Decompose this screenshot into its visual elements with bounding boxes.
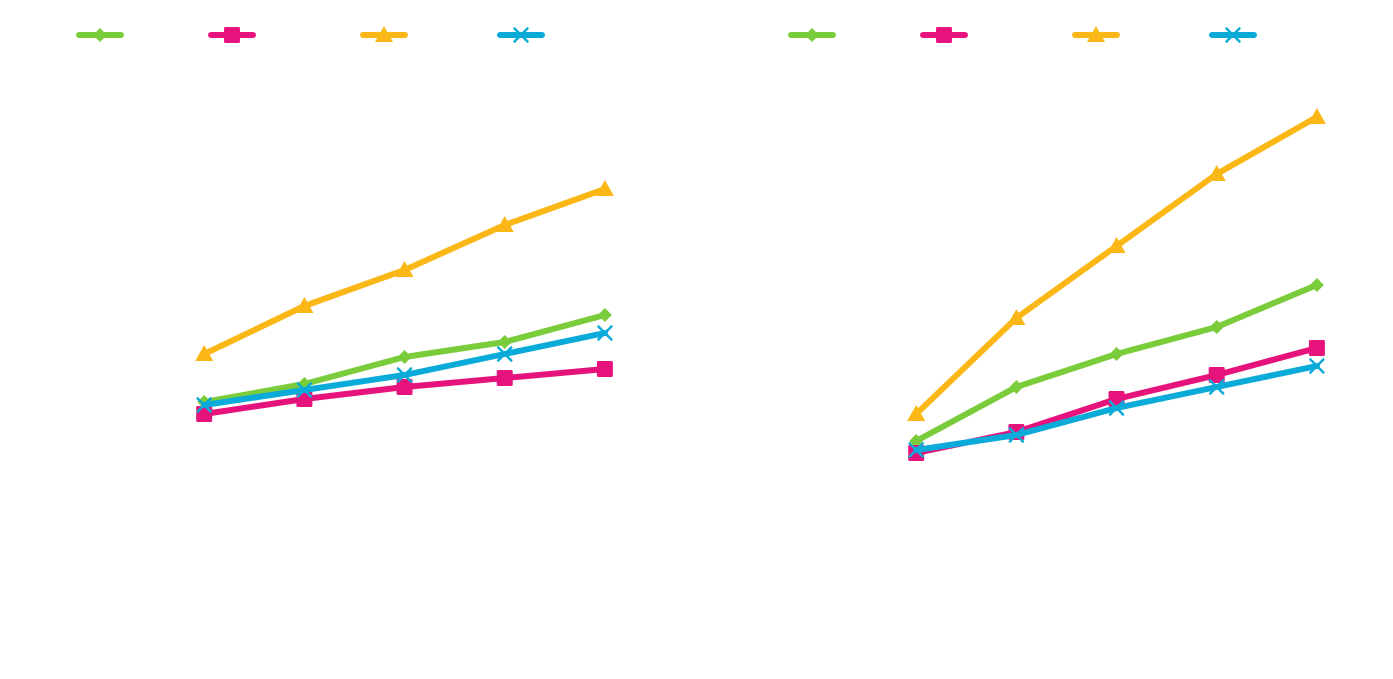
data-point-x [908, 442, 924, 458]
data-point-triangle [395, 261, 414, 277]
data-point-x [396, 367, 413, 383]
legend-entry-triangle [360, 26, 408, 42]
legend-entry-square [920, 27, 968, 43]
data-point-diamond [909, 434, 924, 448]
series-x [908, 358, 1325, 458]
series-line-triangle [913, 114, 1320, 417]
data-point-square [196, 406, 213, 422]
data-point-diamond [597, 308, 612, 322]
data-point-x [597, 325, 613, 341]
data-point-triangle [1107, 237, 1126, 253]
data-point-square [396, 379, 413, 395]
legend-marker-x [1225, 27, 1241, 43]
data-point-triangle [907, 405, 926, 421]
legend-marker-diamond [93, 28, 107, 42]
data-point-x [1108, 400, 1125, 416]
series-diamond [909, 278, 1324, 448]
data-point-diamond [1109, 347, 1124, 361]
data-point-square [1308, 340, 1325, 356]
legend-marker-square [224, 27, 240, 43]
data-point-triangle [1307, 108, 1326, 124]
legend-marker-x [513, 27, 529, 43]
data-point-diamond [397, 350, 412, 364]
data-point-triangle [195, 345, 214, 361]
data-point-square [596, 361, 613, 377]
legend-marker-triangle [375, 26, 393, 42]
data-point-x [1208, 379, 1225, 395]
data-point-square [1208, 367, 1225, 383]
data-point-x [1008, 427, 1025, 443]
data-point-triangle [295, 297, 314, 313]
legend-entry-x [497, 27, 545, 43]
data-point-x [1309, 358, 1325, 374]
series-triangle [195, 180, 614, 361]
chart-panel-right [788, 26, 1326, 461]
data-point-diamond [497, 335, 512, 349]
data-point-triangle [1207, 165, 1226, 181]
legend-entry-triangle [1072, 26, 1120, 42]
legend-entry-square [208, 27, 256, 43]
legend-marker-diamond [805, 28, 819, 42]
legend-entry-diamond [788, 28, 836, 42]
legend-entry-x [1209, 27, 1257, 43]
legend-entry-diamond [76, 28, 124, 42]
data-point-diamond [1009, 380, 1024, 394]
data-point-square [496, 370, 513, 386]
data-point-triangle [595, 180, 614, 196]
data-point-x [496, 346, 513, 362]
data-point-triangle [495, 216, 514, 232]
data-point-x [296, 382, 313, 398]
data-point-diamond [1209, 320, 1224, 334]
legend [76, 26, 545, 43]
data-point-triangle [1007, 309, 1026, 325]
legend [788, 26, 1257, 43]
series-x [196, 325, 613, 413]
legend-marker-triangle [1087, 26, 1105, 42]
legend-marker-square [936, 27, 952, 43]
chart-panel-left [76, 26, 614, 422]
series-triangle [907, 108, 1326, 421]
data-point-x [196, 397, 212, 413]
data-point-diamond [1309, 278, 1324, 292]
